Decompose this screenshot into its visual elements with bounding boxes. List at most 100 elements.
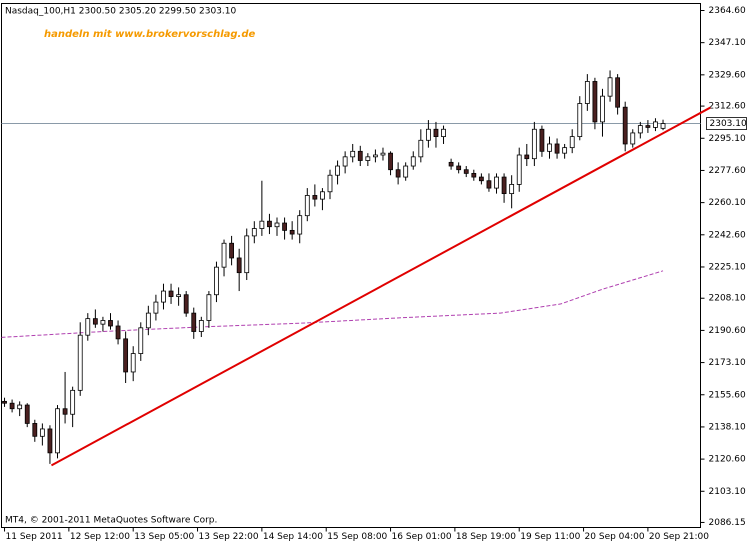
y-tick-label: 2225.10 <box>709 262 746 272</box>
candle-body <box>433 128 439 138</box>
candle-body <box>2 400 7 404</box>
candle-body <box>547 143 552 152</box>
candle-body <box>259 220 265 229</box>
candle-body <box>274 222 280 228</box>
candle-body <box>600 95 605 123</box>
y-tick-label: 2190.60 <box>709 326 746 336</box>
candle-body <box>645 125 651 128</box>
candle-body <box>176 294 182 297</box>
x-tick-label: 14 Sep 14:00 <box>263 532 323 542</box>
candle-body <box>463 169 469 174</box>
candle-body <box>327 174 333 193</box>
candle-body <box>312 195 318 200</box>
candle-body <box>584 81 590 104</box>
candle-body <box>17 404 23 410</box>
candle-body <box>357 150 363 161</box>
x-tick-label: 11 Sep 2011 <box>6 532 63 542</box>
candle-body <box>478 176 484 182</box>
y-tick-label: 2086.15 <box>709 518 746 528</box>
candle-body <box>403 165 409 178</box>
x-tick-label: 13 Sep 05:00 <box>134 532 194 542</box>
candle-body <box>145 312 151 329</box>
candle-body <box>350 150 356 158</box>
candle-body <box>92 318 98 325</box>
candle-body <box>373 154 378 158</box>
candle-body <box>531 128 537 160</box>
candle-body <box>282 222 287 231</box>
candle-body <box>123 338 129 373</box>
candle-body <box>471 172 477 178</box>
y-tick-label: 2208.10 <box>709 294 746 304</box>
candle-body <box>24 404 30 424</box>
candle-body <box>388 152 393 171</box>
candle-body <box>622 106 628 145</box>
moving-average <box>1 270 664 338</box>
candle-body <box>320 191 325 200</box>
y-tick-label: 2155.60 <box>709 390 746 400</box>
candle-body <box>47 428 53 454</box>
current-price-box <box>706 117 747 130</box>
candle-body <box>161 290 166 303</box>
candle-body <box>229 242 234 259</box>
y-tick-label: 2312.60 <box>709 102 746 112</box>
candle-body <box>115 325 121 340</box>
candle-body <box>562 147 568 154</box>
candle-body <box>615 77 621 108</box>
candle-body <box>486 180 492 189</box>
x-tick-label: 16 Sep 01:00 <box>392 532 452 542</box>
y-tick-label: 2277.60 <box>709 166 746 176</box>
candle-body <box>448 161 454 167</box>
candle-body <box>539 128 545 152</box>
candle-body <box>267 220 272 228</box>
candle-body <box>441 128 446 138</box>
y-tick-label: 2364.60 <box>709 6 746 16</box>
y-tick-label: 2347.10 <box>709 38 746 48</box>
footer: MT4, © 2001-2011 MetaQuotes Software Cor… <box>5 516 217 526</box>
x-tick-label: 13 Sep 22:00 <box>199 532 259 542</box>
candle-body <box>577 103 583 138</box>
plot-frame <box>1 3 701 528</box>
candle-body <box>335 165 340 176</box>
candle-body <box>342 156 348 167</box>
candle-body <box>653 121 658 128</box>
candle-body <box>289 229 295 235</box>
y-tick-label: 2329.60 <box>709 70 746 80</box>
candle-body <box>168 290 174 297</box>
y-tick-label: 2295.10 <box>709 134 746 144</box>
candle-body <box>153 301 159 314</box>
watermark: handeln mit www.brokervorschlag.de <box>44 29 256 40</box>
candle-body <box>304 195 310 217</box>
candle-body <box>607 77 613 97</box>
candle-body <box>39 428 45 437</box>
candle-body <box>494 176 499 189</box>
candle-body <box>456 165 462 171</box>
candle-body <box>554 143 560 154</box>
candle-body <box>660 123 666 129</box>
candle-body <box>410 156 416 167</box>
candle-body <box>62 408 68 415</box>
candle-body <box>251 228 257 237</box>
candle-body <box>138 327 144 354</box>
candle-body <box>630 132 636 145</box>
candle-body <box>380 152 386 156</box>
candle-body <box>130 353 136 373</box>
candle-body <box>221 242 227 268</box>
x-tick-label: 20 Sep 04:00 <box>585 532 645 542</box>
y-tick-label: 2242.60 <box>709 230 746 240</box>
y-tick-label: 2260.10 <box>709 198 746 208</box>
candle-body <box>592 81 598 123</box>
x-tick-label: 12 Sep 12:00 <box>70 532 130 542</box>
candle-body <box>70 389 76 415</box>
x-tick-label: 18 Sep 19:00 <box>456 532 516 542</box>
candle-body <box>569 136 575 149</box>
candle-body <box>77 334 83 391</box>
candle-body <box>85 318 91 336</box>
candle-body <box>108 320 113 327</box>
candle-body <box>236 257 242 274</box>
x-tick-label: 20 Sep 21:00 <box>649 532 709 542</box>
candle-body <box>9 402 15 410</box>
candle-body <box>501 176 507 195</box>
candle-body <box>637 125 643 134</box>
candle-body <box>32 423 38 437</box>
